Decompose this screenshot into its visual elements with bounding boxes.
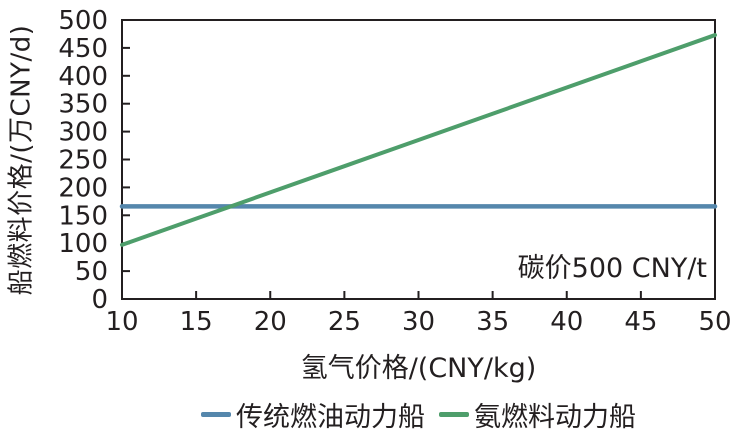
x-tick-label: 45 xyxy=(624,307,657,337)
y-tick-label: 300 xyxy=(58,118,108,148)
y-tick-label: 400 xyxy=(58,62,108,92)
x-tick-label: 40 xyxy=(550,307,583,337)
legend-item-ammonia-fuel-ship: 氨燃料动力船 xyxy=(439,395,636,430)
x-tick-label: 50 xyxy=(698,307,731,337)
legend-item-traditional-fuel-ship: 传统燃油动力船 xyxy=(201,395,425,430)
x-tick-label: 35 xyxy=(476,307,509,337)
legend-label-ammonia-fuel: 氨燃料动力船 xyxy=(474,402,636,430)
series-line-1 xyxy=(120,33,717,247)
y-tick-label: 450 xyxy=(58,34,108,64)
legend: 传统燃油动力船 氨燃料动力船 xyxy=(122,395,715,430)
x-axis-label: 氢气价格/(CNY/kg) xyxy=(300,353,537,384)
y-axis-label: 船燃料价格/(万CNY/d) xyxy=(6,24,37,296)
x-tick-label: 30 xyxy=(402,307,435,337)
x-tick-label: 10 xyxy=(105,307,138,337)
y-tick-label: 100 xyxy=(58,229,108,259)
legend-label-traditional-fuel: 传统燃油动力船 xyxy=(236,402,425,430)
y-tick-label: 200 xyxy=(58,173,108,203)
x-tick-label: 20 xyxy=(254,307,287,337)
x-tick-label: 25 xyxy=(328,307,361,337)
carbon-price-annotation: 碳价500 CNY/t xyxy=(517,253,707,284)
y-tick-label: 0 xyxy=(91,285,108,315)
y-tick-label: 50 xyxy=(75,257,108,287)
y-tick-label: 350 xyxy=(58,90,108,120)
legend-swatch-ammonia-fuel xyxy=(439,412,469,417)
y-tick-label: 500 xyxy=(58,6,108,36)
x-tick-label: 15 xyxy=(180,307,213,337)
legend-swatch-traditional-fuel xyxy=(201,412,231,417)
y-tick-label: 150 xyxy=(58,201,108,231)
y-tick-label: 250 xyxy=(58,146,108,176)
